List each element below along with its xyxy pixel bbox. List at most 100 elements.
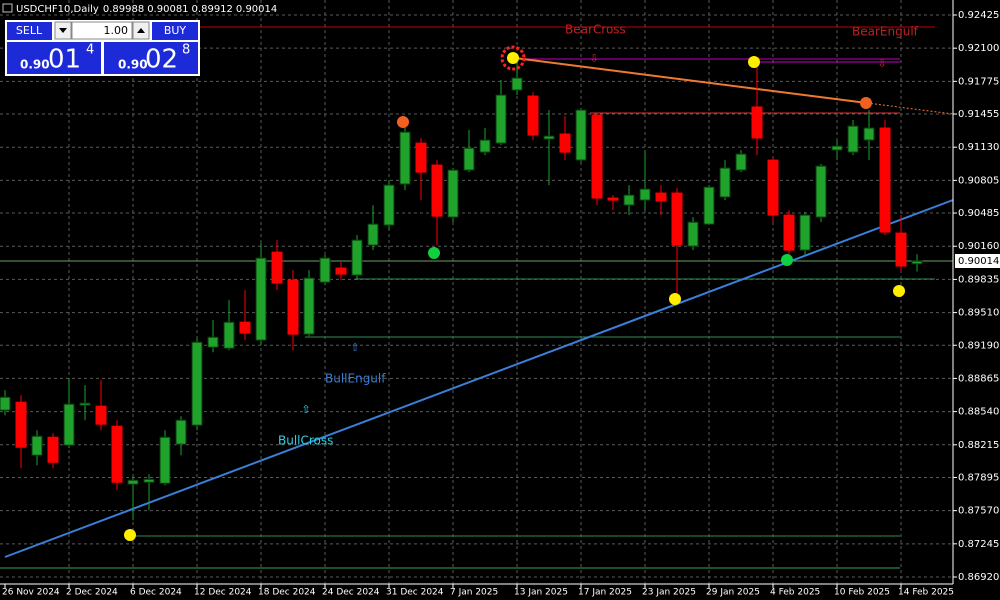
ohlc-open: 0.89988	[103, 4, 144, 15]
candle-body	[447, 169, 459, 218]
y-tick-label: 0.90805	[958, 175, 999, 186]
candle-body	[111, 425, 123, 483]
up-icon	[137, 28, 145, 33]
y-tick-label: 0.86920	[958, 572, 999, 583]
buy-button[interactable]	[152, 22, 198, 40]
ohlc-close: 0.90014	[236, 4, 277, 15]
signal-dot	[397, 116, 409, 128]
arrow-icon: ⇧	[350, 341, 359, 354]
overlays	[0, 26, 954, 569]
candle-body	[335, 267, 347, 275]
x-tick-label: 10 Feb 2025	[834, 588, 890, 598]
arrow-icon: ⇩	[589, 52, 598, 65]
signal-dot	[428, 247, 440, 259]
price-tag	[955, 254, 1000, 268]
signal-burst	[500, 45, 526, 71]
buy-price-box[interactable]	[104, 42, 198, 74]
y-tick-label: 0.90485	[958, 208, 999, 219]
price-tag-label: 0.90014	[958, 256, 999, 267]
candle-body	[575, 109, 587, 161]
y-tick-label: 0.91775	[958, 76, 999, 87]
down-icon	[59, 28, 67, 33]
y-tick-label: 0.87570	[958, 506, 999, 517]
x-tick-label: 4 Feb 2025	[770, 588, 820, 598]
sell-label: SELL	[16, 24, 43, 37]
annotation: BullCross	[278, 434, 333, 448]
x-tick-label: 2 Dec 2024	[66, 588, 118, 598]
candle-body	[271, 251, 283, 284]
x-tick-label: 23 Jan 2025	[642, 588, 696, 598]
candle-body	[15, 401, 27, 448]
buy-price-big: 0.90	[118, 58, 148, 72]
candle-body	[287, 279, 299, 335]
window-icon	[2, 3, 13, 13]
candle-body	[879, 127, 891, 233]
x-tick-label: 6 Dec 2024	[130, 588, 182, 598]
candle-body	[783, 214, 795, 251]
y-tick-label: 0.91455	[958, 109, 999, 120]
trend-line	[514, 57, 868, 104]
candle-body	[607, 197, 619, 201]
candle-body	[639, 188, 651, 201]
candle-body	[303, 277, 315, 335]
candle-body	[0, 396, 11, 411]
candle-body	[159, 436, 171, 484]
y-tick-label: 0.92100	[958, 43, 999, 54]
ohlc-low: 0.89912	[192, 4, 233, 15]
signal-dot	[893, 285, 905, 297]
buy-label: BUY	[164, 24, 187, 37]
sell-price-box[interactable]	[7, 42, 101, 74]
candle-body	[175, 419, 187, 445]
candle-body	[127, 479, 139, 485]
y-tick-label: 0.88215	[958, 440, 999, 451]
candle-body	[767, 159, 779, 216]
candle-body	[255, 257, 267, 341]
y-tick-label: 0.88865	[958, 373, 999, 384]
trend-line	[4, 199, 954, 558]
arrow-icon: ⇧	[301, 403, 310, 416]
lot-input[interactable]	[71, 21, 133, 40]
candle-body	[703, 186, 715, 225]
candle-body	[623, 194, 635, 206]
candle-body	[47, 436, 59, 463]
y-tick-label: 0.89190	[958, 340, 999, 351]
candle-body	[367, 223, 379, 246]
candle-body	[831, 145, 843, 151]
candle-body	[31, 435, 43, 456]
candle-body	[687, 221, 699, 247]
axis-labels: 0.86920 0.87245 0.87570 0.87895 0.88215 0.885…	[2, 10, 999, 598]
y-tick-label: 0.91130	[958, 142, 999, 153]
candle-body	[895, 232, 907, 267]
x-tick-label: 26 Nov 2024	[2, 588, 60, 598]
candle-body	[191, 341, 203, 426]
candle-body	[319, 257, 331, 283]
lot-value: 1.00	[104, 24, 129, 37]
candle-body	[463, 147, 475, 171]
candle-body	[543, 135, 555, 140]
candle-body	[383, 184, 395, 226]
x-tick-label: 7 Jan 2025	[450, 588, 498, 598]
candles	[0, 60, 923, 521]
sell-button[interactable]	[7, 22, 52, 40]
candle-body	[735, 153, 747, 171]
x-tick-label: 31 Dec 2024	[386, 588, 444, 598]
candle-body	[655, 192, 667, 202]
signal-dot	[781, 254, 793, 266]
candle-body	[79, 402, 91, 406]
y-tick-label: 0.87245	[958, 539, 999, 550]
signal-dot	[748, 56, 760, 68]
annotation: BearEngulf	[852, 25, 919, 39]
candle-body	[511, 77, 523, 91]
annotation: BearCross	[565, 23, 626, 37]
chart-header: USDCHF10,Daily 0.89988 0.90081 0.89912 0.900…	[16, 4, 277, 15]
candle-body	[63, 403, 75, 446]
signal-dot	[507, 52, 519, 64]
y-tick-label: 0.88540	[958, 407, 999, 418]
candle-body	[239, 321, 251, 334]
x-tick-label: 12 Dec 2024	[194, 588, 252, 598]
x-tick-label: 17 Jan 2025	[578, 588, 632, 598]
candle-body	[799, 214, 811, 251]
sell-price-pip: 4	[86, 43, 94, 58]
